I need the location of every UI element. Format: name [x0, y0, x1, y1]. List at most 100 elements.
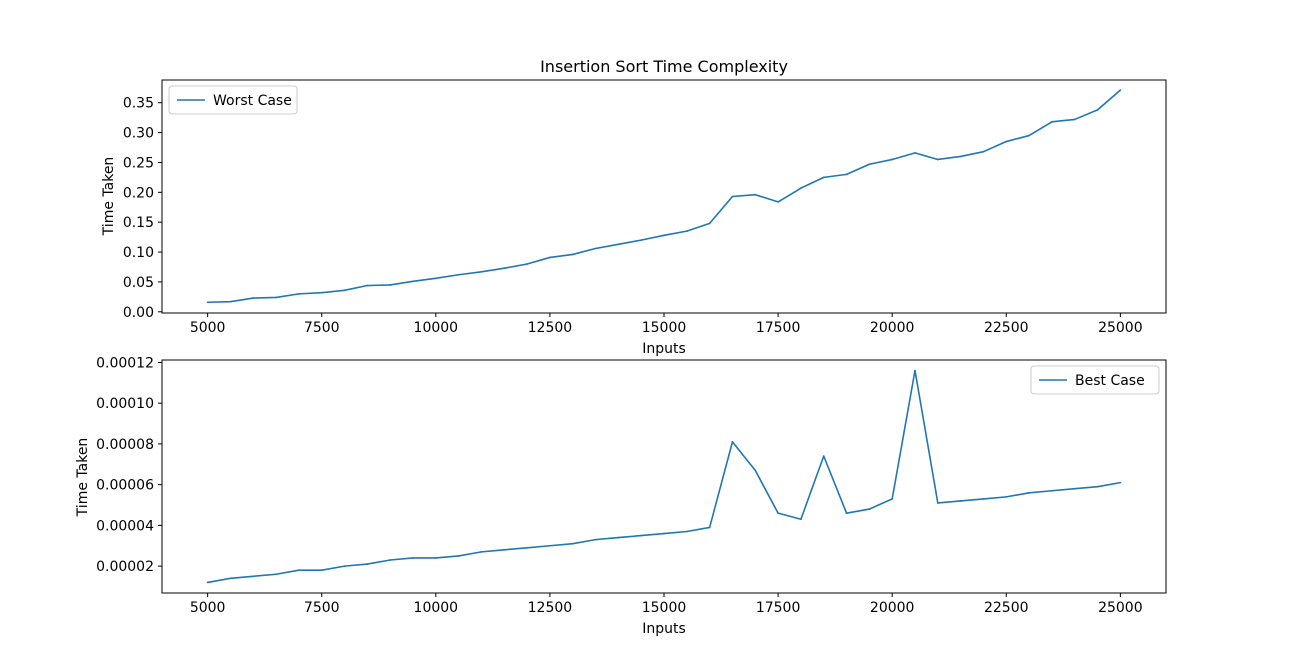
data-point: [526, 546, 528, 549]
data-point: [594, 538, 597, 541]
data-point: [708, 526, 711, 529]
worst-case-plot-area: 5000 7500 10000 12500 15000 17500 20000 22500 25…: [123, 79, 1167, 336]
x-tick-label: 20000: [870, 320, 915, 336]
data-point: [822, 176, 825, 179]
data-point: [731, 440, 734, 443]
data-point: [868, 508, 871, 510]
data-point: [982, 150, 985, 153]
data-point: [503, 548, 506, 551]
legend-label: Worst Case: [213, 93, 292, 109]
data-point: [845, 173, 848, 176]
data-point: [663, 234, 665, 237]
legend-box: [168, 85, 298, 115]
y-tick-label: 0.35: [123, 96, 154, 112]
data-point: [252, 297, 255, 299]
data-point: [754, 193, 757, 196]
data-point: [275, 573, 277, 576]
y-tick-label: 0.20: [123, 185, 154, 201]
data-point: [206, 301, 209, 304]
legend-box: [1030, 365, 1160, 395]
y-tick-label: 0.00: [123, 305, 154, 321]
data-point: [389, 284, 392, 286]
data-point: [366, 284, 369, 287]
data-point: [206, 581, 209, 584]
data-point: [480, 550, 483, 553]
data-point: [617, 243, 620, 246]
x-tick-label: 7500: [304, 320, 340, 336]
y-tick-label: 0.00012: [96, 355, 154, 371]
data-point: [480, 270, 483, 273]
chart-title: Insertion Sort Time Complexity: [540, 57, 788, 76]
data-point: [1119, 89, 1122, 92]
data-point: [891, 498, 894, 500]
data-point: [252, 575, 255, 578]
x-axis-label: Inputs: [642, 341, 686, 357]
data-point: [777, 200, 779, 203]
data-point: [1051, 120, 1053, 123]
data-point: [298, 569, 300, 572]
x-tick-label: 22500: [984, 320, 1029, 336]
axes-frame: [161, 359, 1167, 594]
y-tick-label: 0.00010: [96, 396, 154, 412]
data-point: [959, 155, 962, 158]
data-point: [457, 273, 460, 276]
data-point: [800, 187, 802, 190]
data-point: [412, 280, 414, 283]
legend-label: Best Case: [1075, 373, 1145, 389]
x-tick-label: 15000: [642, 600, 687, 616]
data-point: [434, 277, 437, 280]
data-point: [1005, 140, 1008, 143]
data-point: [503, 267, 506, 270]
y-tick-label: 0.00006: [96, 478, 154, 494]
data-point: [343, 289, 346, 292]
data-point: [617, 536, 620, 539]
x-axis-label: Inputs: [642, 621, 686, 637]
data-point: [457, 555, 460, 557]
data-point: [229, 577, 232, 580]
data-point: [708, 222, 711, 225]
x-tick-label: 15000: [642, 320, 687, 336]
data-point: [549, 544, 551, 547]
data-point: [959, 500, 962, 502]
data-point: [640, 239, 643, 242]
x-tick-label: 10000: [414, 600, 459, 616]
data-point: [571, 253, 574, 256]
data-point: [571, 542, 574, 545]
data-point: [298, 292, 300, 295]
axes-frame: [161, 79, 1167, 314]
y-axis-label: Time Taken: [101, 157, 117, 237]
x-tick-label: 17500: [756, 320, 801, 336]
best-case-plot-area: 5000 7500 10000 12500 15000 17500 20000 22500 25…: [96, 355, 1167, 616]
legend: Best Case: [1030, 365, 1160, 395]
data-point: [685, 230, 688, 233]
x-tick-label: 10000: [414, 320, 459, 336]
data-point: [549, 256, 551, 259]
data-point: [1073, 118, 1076, 121]
data-point: [320, 569, 323, 572]
data-point: [594, 247, 597, 250]
data-point: [822, 455, 825, 458]
data-point: [526, 263, 528, 265]
data-point: [800, 518, 802, 521]
data-point: [1005, 495, 1008, 498]
data-point: [1028, 491, 1030, 494]
x-tick-label: 5000: [190, 600, 226, 616]
data-point: [685, 530, 688, 533]
data-point: [366, 563, 369, 565]
data-point: [754, 469, 757, 472]
y-tick-label: 0.25: [123, 155, 154, 171]
data-point: [777, 512, 779, 515]
data-point: [845, 512, 848, 515]
y-tick-label: 0.00002: [96, 559, 154, 575]
data-point: [434, 557, 437, 559]
data-point: [389, 559, 392, 561]
data-point: [731, 195, 734, 198]
y-axis-label: Time Taken: [75, 438, 91, 518]
y-tick-label: 0.10: [123, 245, 154, 261]
data-point: [1096, 485, 1099, 488]
data-point: [1119, 481, 1122, 484]
y-tick-label: 0.00008: [96, 437, 154, 453]
best-case-subplot: 5000 7500 10000 12500 15000 17500 20000 22500 25…: [75, 355, 1167, 637]
worst-case-subplot: Insertion Sort Time Complexity 5000 7500 1…: [101, 57, 1167, 357]
